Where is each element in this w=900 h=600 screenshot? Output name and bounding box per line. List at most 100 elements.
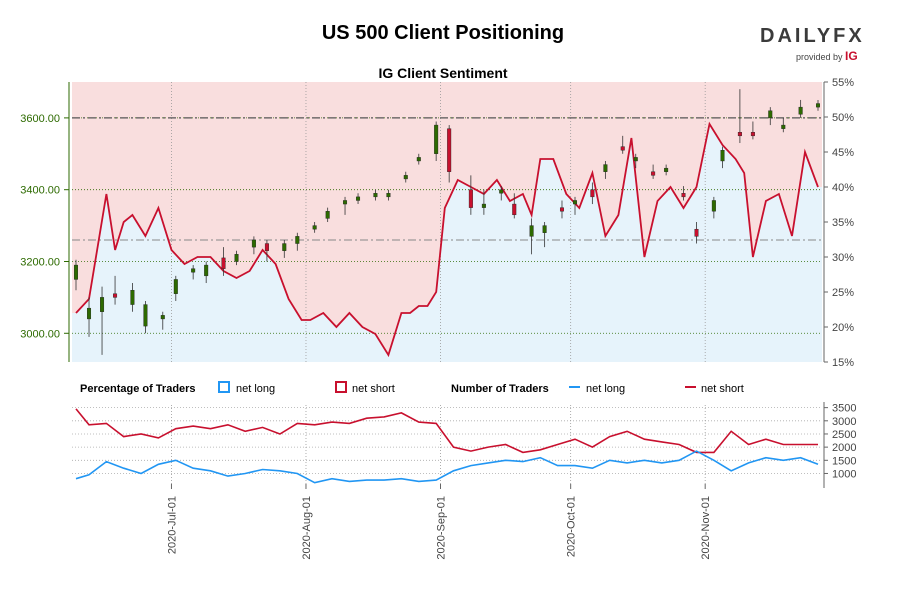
dailyfx-logo: DAILYFX provided by IG — [760, 25, 870, 65]
candles — [73, 89, 821, 355]
axis-right-tick-label: 45% — [832, 147, 854, 159]
grid-main — [72, 82, 822, 362]
candle-body — [403, 175, 408, 180]
candle-body — [100, 297, 105, 312]
candle-body — [664, 167, 669, 172]
candle-body — [87, 307, 92, 320]
axis-left-tick-label: 3600.00 — [20, 113, 60, 125]
logo-brand: DAILYFX — [760, 25, 865, 47]
candle-body — [143, 304, 148, 327]
candle-body — [234, 254, 239, 262]
axis-right-tick-label: 20% — [832, 322, 854, 334]
candle-body — [750, 132, 755, 137]
candle-body — [221, 257, 226, 269]
candle-body — [312, 225, 317, 230]
candle-body — [264, 243, 269, 251]
legend: Percentage of Traders net long net short… — [80, 381, 744, 395]
candle-body — [251, 239, 256, 248]
candle-body — [468, 189, 473, 208]
axis-x-tick-label: 2020-Jul-01 — [166, 496, 178, 554]
candle-body — [542, 225, 547, 233]
candle-body — [481, 203, 486, 208]
axis-right-tick-label: 15% — [832, 357, 854, 369]
legend-num-long-label: net long — [586, 383, 625, 395]
axis-right-tick-label: 35% — [832, 217, 854, 229]
candle-body — [681, 193, 686, 198]
axis-x-tick-label: 2020-Oct-01 — [566, 496, 578, 557]
logo-provided-by-text: provided by — [796, 52, 843, 62]
candle-body — [173, 279, 178, 294]
candle-body — [768, 110, 773, 119]
legend-pct-long-label: net long — [236, 383, 275, 395]
candle-body — [447, 128, 452, 172]
candle-body — [434, 124, 439, 154]
count-net-short-line — [75, 408, 818, 454]
count-net-long-line — [75, 450, 819, 484]
legend-pct-long-box — [218, 381, 230, 393]
candle-body — [737, 132, 742, 137]
logo-provided-by: provided by IG — [796, 49, 858, 63]
axis-left-tick-label: 3400.00 — [20, 185, 60, 197]
candle-body — [356, 196, 361, 201]
axis-x-tick-label: 2020-Sep-01 — [435, 496, 447, 560]
candle-body — [573, 200, 578, 205]
candle-body — [512, 203, 517, 216]
candle-body — [191, 268, 196, 273]
axis-x-tick-label: 2020-Aug-01 — [301, 496, 313, 560]
axis-right-tick-label: 30% — [832, 252, 854, 264]
axis-lower-tick-label: 3500 — [832, 403, 856, 415]
net-long-zone — [72, 124, 822, 362]
candle-body — [781, 124, 786, 129]
axis-lower-tick-label: 2000 — [832, 442, 856, 454]
candle-body — [711, 200, 716, 212]
axis-left-tick-label: 3000.00 — [20, 328, 60, 340]
legend-pct-title: Percentage of Traders — [80, 383, 196, 395]
candle-body — [113, 293, 118, 298]
ig-logo: IG — [845, 49, 858, 63]
net-short-zone — [72, 82, 822, 362]
axis-x: 2020-Jul-01 2020-Aug-01 2020-Sep-01 2020-Oc… — [166, 484, 712, 560]
candle-body — [590, 189, 595, 198]
candle-body — [73, 264, 78, 280]
axis-left: 3000.00 3200.00 3400.00 3600.00 — [20, 82, 70, 362]
chart-title: IG Client Sentiment — [378, 65, 508, 81]
reference-lines — [72, 117, 822, 241]
candle-body — [620, 146, 625, 151]
candle-body — [130, 290, 135, 305]
candle-body — [720, 150, 725, 162]
page-title: US 500 Client Positioning — [321, 22, 565, 44]
legend-pct-short-label: net short — [352, 383, 395, 395]
legend-num-short-label: net short — [701, 383, 744, 395]
candle-body — [282, 243, 287, 251]
axis-lower-tick-label: 1500 — [832, 455, 856, 467]
candle-body — [343, 200, 348, 205]
grid-lower — [72, 405, 822, 484]
axis-right-tick-label: 50% — [832, 112, 854, 124]
candle-body — [325, 211, 330, 219]
axis-x-tick-label: 2020-Nov-01 — [700, 496, 712, 560]
legend-num-title: Number of Traders — [451, 383, 549, 395]
candle-body — [499, 189, 504, 194]
candle-body — [204, 264, 209, 277]
axis-lower-tick-label: 2500 — [832, 429, 856, 441]
candle-body — [529, 225, 534, 237]
candle-body — [160, 315, 165, 320]
axis-left-tick-label: 3200.00 — [20, 256, 60, 268]
candle-body — [295, 236, 300, 244]
candle-body — [694, 228, 699, 237]
candle-body — [798, 106, 803, 115]
candle-body — [416, 157, 421, 162]
candle-body — [651, 171, 656, 176]
axis-right: 15%20%25%30%35%40%45%50%55% — [823, 77, 854, 369]
main-panel: 3000.00 3200.00 3400.00 3600.00 15% 20% 25% 30… — [20, 77, 854, 369]
candle-body — [559, 207, 564, 212]
candle-body — [386, 193, 391, 198]
candle-body — [633, 157, 638, 162]
candle-body — [603, 164, 608, 172]
net-short-line — [75, 121, 819, 358]
legend-pct-short-box — [335, 381, 347, 393]
axis-lower-tick-label: 3000 — [832, 416, 856, 428]
axis-lower-tick-label: 1000 — [832, 468, 856, 480]
